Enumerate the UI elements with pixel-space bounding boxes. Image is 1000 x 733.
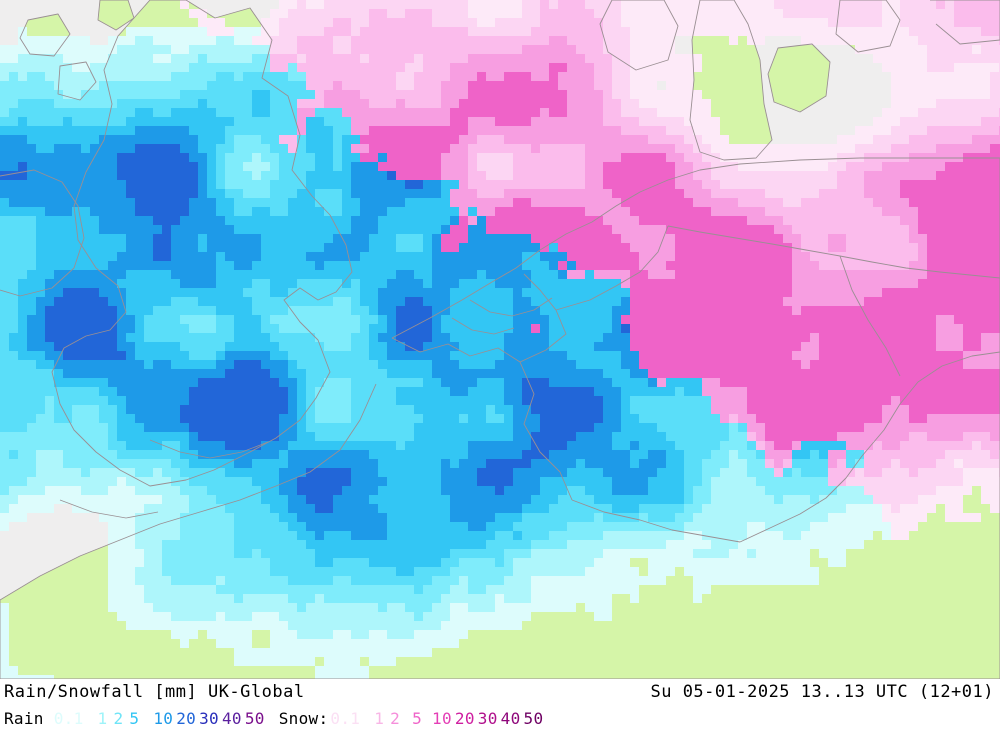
snow-legend-scale: 0.1 1 2 5 10 20 30 40 50 bbox=[328, 709, 543, 728]
legend-step-5: 5 bbox=[412, 708, 423, 728]
legend-step-30: 30 bbox=[477, 708, 498, 728]
legend-step-40: 40 bbox=[221, 708, 242, 728]
legend-step-50: 50 bbox=[523, 708, 544, 728]
border-line bbox=[839, 255, 901, 377]
border-line bbox=[767, 43, 831, 113]
legend-step-30: 30 bbox=[199, 708, 219, 728]
legend-step-1: 1 bbox=[374, 708, 385, 728]
border-line bbox=[97, 0, 135, 31]
rain-legend-scale: 0.1 1 2 5 10 20 30 40 50 bbox=[44, 709, 265, 728]
legend-step-1: 1 bbox=[97, 708, 108, 728]
border-line bbox=[555, 225, 669, 311]
border-line bbox=[861, 351, 1000, 457]
map-footer: Rain/Snowfall [mm] UK-Global Su 05-01-20… bbox=[0, 679, 1000, 733]
border-line bbox=[667, 225, 1000, 279]
legend-step-10: 10 bbox=[432, 708, 452, 728]
snow-legend-label: Snow: bbox=[278, 708, 329, 728]
border-line bbox=[519, 361, 573, 501]
border-line bbox=[57, 61, 97, 101]
legend-step-0.1: 0.1 bbox=[330, 708, 361, 728]
border-line bbox=[0, 169, 85, 297]
border-line bbox=[469, 297, 553, 317]
border-line bbox=[519, 273, 567, 363]
country-borders-layer bbox=[0, 0, 1000, 679]
border-line bbox=[451, 317, 515, 335]
legend-step-20: 20 bbox=[454, 708, 475, 728]
border-line bbox=[739, 455, 863, 543]
border-line bbox=[19, 13, 71, 57]
border-line bbox=[0, 157, 1000, 679]
legend-step-20: 20 bbox=[176, 708, 197, 728]
forecast-timestamp: Su 05-01-2025 13..13 UTC (12+01) bbox=[650, 682, 994, 702]
legend-bar: Rain 0.1 1 2 5 10 20 30 40 50 Snow: 0.1 1 2 5 10 20 30… bbox=[4, 706, 543, 730]
legend-step-0.1: 0.1 bbox=[53, 708, 84, 728]
border-line bbox=[51, 0, 353, 487]
border-line bbox=[599, 0, 679, 71]
rain-snowfall-map[interactable] bbox=[0, 0, 1000, 679]
border-line bbox=[689, 0, 773, 161]
border-line bbox=[835, 0, 901, 53]
border-line bbox=[930, 0, 1000, 45]
rain-legend-label: Rain bbox=[4, 708, 44, 728]
precipitation-layer bbox=[0, 0, 1000, 679]
border-line bbox=[59, 499, 159, 519]
legend-step-2: 2 bbox=[390, 708, 401, 728]
legend-step-10: 10 bbox=[153, 708, 174, 728]
legend-step-5: 5 bbox=[129, 708, 140, 728]
border-line bbox=[149, 439, 269, 459]
legend-step-40: 40 bbox=[500, 708, 521, 728]
legend-step-50: 50 bbox=[244, 708, 265, 728]
border-line bbox=[391, 337, 521, 363]
border-line bbox=[571, 499, 741, 543]
page-title: Rain/Snowfall [mm] UK-Global bbox=[4, 682, 305, 702]
legend-step-2: 2 bbox=[113, 708, 124, 728]
